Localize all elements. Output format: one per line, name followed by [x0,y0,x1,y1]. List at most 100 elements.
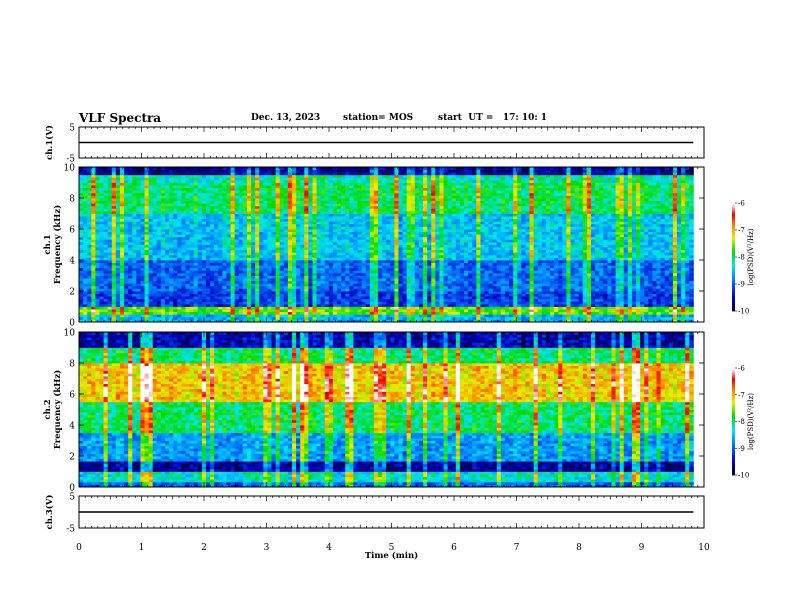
heatmap-cell [308,303,313,307]
heatmap-cell [406,260,412,263]
heatmap-cell [328,275,334,279]
heatmap-cell [648,249,653,253]
heatmap-cell [148,298,154,302]
heatmap-cell [226,278,231,282]
heatmap-cell [459,306,465,310]
heatmap-cell [545,257,551,261]
heatmap-cell [214,288,219,292]
heatmap-cell [275,301,281,305]
heatmap-cell [513,252,518,256]
heatmap-cell [238,270,244,274]
heatmap-cell [365,293,371,297]
heatmap-cell [586,291,592,294]
heatmap-cell [652,275,657,279]
heatmap-cell [267,288,272,292]
heatmap-cell [341,303,346,307]
heatmap-cell [169,260,174,263]
heatmap-cell [590,262,596,266]
heatmap-cell [439,291,444,294]
heatmap-cell [574,291,580,294]
heatmap-cell [99,270,104,274]
heatmap-cell [83,254,88,258]
heatmap-cell [582,278,588,282]
heatmap-cell [427,319,432,323]
heatmap-cell [79,311,84,315]
heatmap-cell [570,285,575,289]
heatmap-cell [656,298,662,302]
heatmap-cell [230,291,236,294]
heatmap-cell [300,288,305,292]
heatmap-cell [91,311,96,315]
heatmap-cell [484,257,489,261]
heatmap-cell [545,298,551,302]
heatmap-cell [177,291,182,294]
heatmap-cell [91,247,96,251]
heatmap-cell [332,257,338,261]
heatmap-cell [656,260,662,263]
heatmap-cell [640,244,645,248]
heatmap-cell [644,311,649,315]
heatmap-cell [373,293,379,297]
heatmap-cell [259,303,264,307]
heatmap-cell [324,275,330,279]
heatmap-cell [152,267,158,271]
heatmap-cell [590,257,596,261]
heatmap-cell [648,293,653,297]
heatmap-cell [128,291,133,294]
heatmap-cell [185,241,190,245]
heatmap-cell [668,278,674,282]
heatmap-cell [459,288,465,292]
heatmap-cell [685,288,690,292]
heatmap-cell [279,283,285,287]
heatmap-cell [459,301,465,305]
heatmap-cell [218,257,223,261]
heatmap-cell [664,311,670,315]
heatmap-cell [386,260,391,263]
heatmap-cell [214,257,219,261]
heatmap-cell [464,254,469,258]
heatmap-cell [353,254,358,258]
heatmap-cell [582,252,588,256]
heatmap-cell [378,285,383,289]
heatmap-cell [345,309,350,313]
heatmap-cell [672,267,678,271]
heatmap-cell [562,267,567,271]
heatmap-cell [631,293,637,297]
heatmap-cell [103,316,109,320]
heatmap-cell [648,257,653,261]
heatmap-cell [287,301,293,305]
heatmap-cell [201,291,207,294]
heatmap-cell [132,252,137,256]
heatmap-cell [599,267,604,271]
heatmap-cell [238,314,244,318]
heatmap-cell [197,267,203,271]
heatmap-cell [504,241,510,245]
heatmap-cell [681,254,686,258]
heatmap-cell [361,291,367,294]
heatmap-cell [513,306,518,310]
heatmap-cell [332,301,338,305]
heatmap-cell [201,244,207,248]
heatmap-cell [590,298,596,302]
heatmap-cell [271,275,276,279]
heatmap-cell [509,270,514,274]
heatmap-cell [664,285,670,289]
heatmap-cell [267,298,272,302]
heatmap-cell [373,314,379,318]
heatmap-cell [554,309,559,313]
heatmap-cell [611,319,616,323]
heatmap-cell [87,254,92,258]
heatmap-cell [672,298,678,302]
heatmap-cell [570,291,575,294]
heatmap-cell [570,260,575,263]
heatmap-cell [496,247,502,251]
heatmap-cell [611,272,616,276]
heatmap-cell [484,291,489,294]
heatmap-cell [193,265,199,269]
heatmap-cell [378,267,383,271]
heatmap-cell [623,288,629,292]
heatmap-cell [496,270,502,274]
heatmap-cell [201,262,207,266]
heatmap-cell [435,301,440,305]
heatmap-cell [205,306,211,310]
